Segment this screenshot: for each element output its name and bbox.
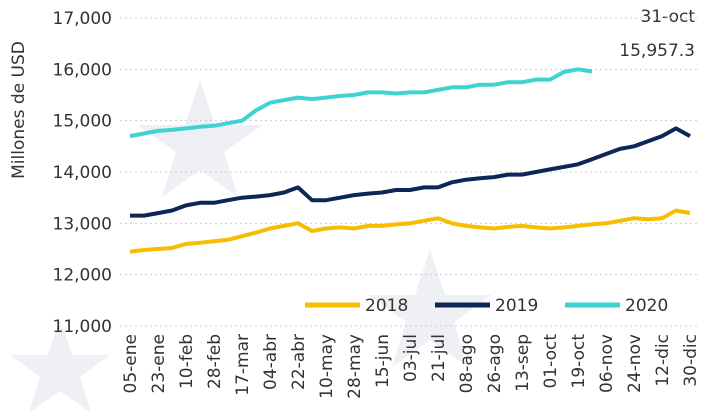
y-tick-label: 13,000 bbox=[53, 214, 112, 234]
annotation-value: 15,957.3 bbox=[619, 41, 695, 61]
x-tick-label: 08-ago bbox=[457, 334, 477, 393]
chart: Millones de USD 31-oct 15,957.3 11,000 12… bbox=[0, 0, 719, 413]
x-tick-label: 05-ene bbox=[121, 334, 141, 393]
y-axis-label: Millones de USD bbox=[9, 41, 29, 179]
y-tick-label: 11,000 bbox=[53, 317, 112, 337]
x-tick-label: 30-dic bbox=[681, 334, 701, 387]
x-tick-label: 19-oct bbox=[569, 334, 589, 389]
legend-label: 2018 bbox=[365, 296, 408, 316]
x-tick-label: 22-abr bbox=[289, 334, 309, 390]
x-tick-label: 06-nov bbox=[597, 334, 617, 393]
y-tick-label: 16,000 bbox=[53, 60, 112, 80]
x-tick-label: 12-dic bbox=[653, 334, 673, 387]
x-tick-label: 15-jun bbox=[373, 334, 393, 388]
legend-label: 2020 bbox=[625, 296, 668, 316]
y-tick-label: 12,000 bbox=[53, 266, 112, 286]
y-tick-label: 14,000 bbox=[53, 163, 112, 183]
x-tick-label: 21-jul bbox=[429, 334, 449, 382]
x-tick-label: 13-sep bbox=[513, 334, 533, 392]
series-line bbox=[130, 211, 690, 252]
y-tick-label: 15,000 bbox=[53, 112, 112, 132]
x-tick-label: 24-nov bbox=[625, 334, 645, 393]
x-tick-label: 10-feb bbox=[177, 334, 197, 389]
x-tick-label: 17-mar bbox=[233, 334, 253, 396]
x-tick-label: 01-oct bbox=[541, 334, 561, 389]
x-tick-label: 23-ene bbox=[149, 334, 169, 393]
x-tick-label: 03-jul bbox=[401, 334, 421, 382]
y-tick-label: 17,000 bbox=[53, 9, 112, 29]
x-tick-label: 04-abr bbox=[261, 334, 281, 390]
x-tick-label: 28-may bbox=[345, 334, 365, 399]
annotation-date: 31-oct bbox=[641, 7, 696, 27]
x-tick-label: 26-ago bbox=[485, 334, 505, 393]
legend-label: 2019 bbox=[495, 296, 538, 316]
x-tick-label: 10-may bbox=[317, 334, 337, 399]
x-tick-label: 28-feb bbox=[205, 334, 225, 389]
